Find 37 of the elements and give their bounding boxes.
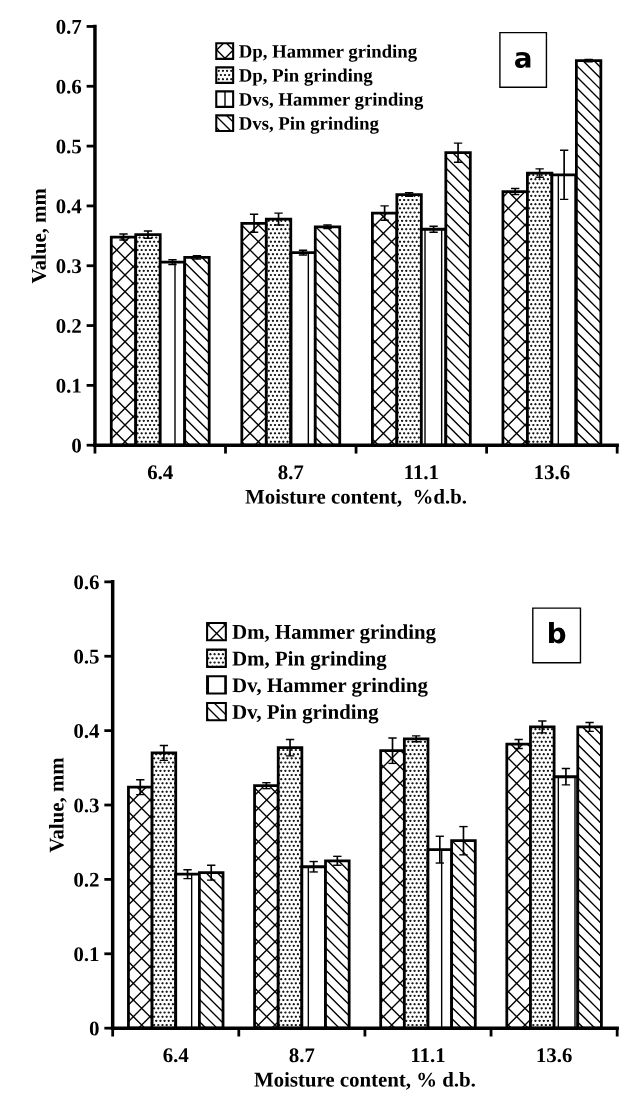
legend-label: Dv, Hammer grinding	[232, 677, 428, 697]
y-axis-title: Value, mm	[31, 188, 49, 284]
annotation: a	[515, 52, 531, 69]
y-axis-title: Value, mm	[48, 757, 67, 853]
x-tick-label: 13.6	[537, 1048, 572, 1063]
x-axis-title: Moisture content, %d.b.	[245, 489, 467, 507]
y-tick-label: 0.6	[56, 79, 82, 94]
legend-label: Dvs, Hammer grinding	[239, 92, 424, 110]
y-tick-label: 0.3	[74, 798, 99, 813]
legend-label: Dp, Hammer grinding	[239, 44, 417, 62]
y-tick-label: 0.1	[74, 947, 99, 962]
x-tick-label: 6.4	[147, 465, 173, 480]
x-tick-label: 13.6	[535, 465, 570, 480]
x-tick-label: 6.4	[163, 1048, 189, 1063]
legend-label: Dp, Pin grinding	[239, 68, 373, 86]
y-tick-label: 0.2	[74, 872, 99, 887]
y-tick-label: 0.1	[56, 378, 81, 393]
legend-label: Dvs, Pin grinding	[239, 116, 379, 134]
y-tick-label: 0.2	[56, 318, 81, 334]
legend-label: Dm, Pin grinding	[232, 650, 387, 671]
legend-label: Dm, Hammer grinding	[232, 624, 436, 644]
y-tick-label: 0.5	[56, 139, 81, 154]
annotation: b	[549, 621, 566, 644]
y-tick-label: 0	[89, 1021, 99, 1036]
y-tick-label: 0.5	[74, 649, 99, 664]
x-tick-label: 11.1	[405, 465, 438, 480]
x-axis-title: Moisture content, % d.b.	[254, 1072, 475, 1090]
y-tick-label: 0.4	[74, 724, 100, 739]
y-tick-label: 0.7	[56, 19, 82, 34]
x-tick-label: 11.1	[412, 1048, 445, 1063]
y-tick-label: 0.6	[74, 575, 99, 590]
y-tick-label: 0.4	[56, 199, 82, 214]
x-tick-label: 8.7	[278, 465, 304, 480]
y-tick-label: 0	[72, 438, 81, 453]
y-tick-label: 0.3	[56, 259, 82, 274]
x-tick-label: 8.7	[289, 1048, 315, 1063]
legend-label: Dv, Pin grinding	[232, 704, 379, 724]
